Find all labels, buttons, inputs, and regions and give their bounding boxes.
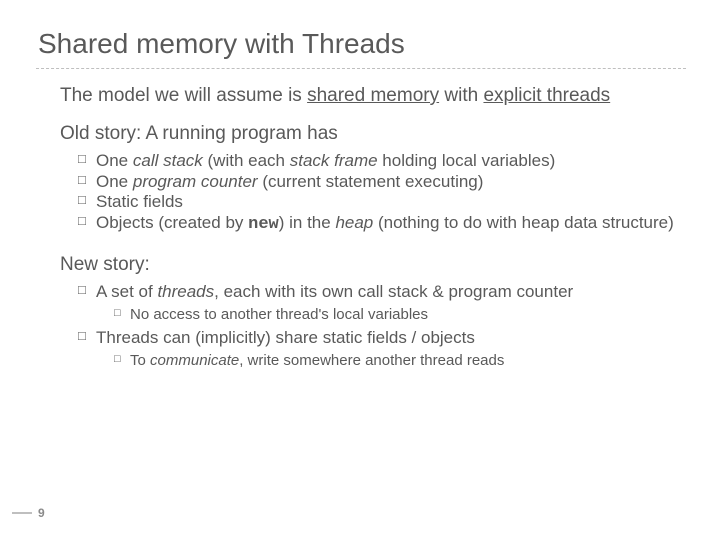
footer-bar-icon [12,512,32,514]
text: Threads can (implicitly) share static fi… [96,328,475,347]
italic-text: threads [157,282,214,301]
underlined-text: shared memory [307,85,439,106]
text: One [96,151,133,170]
text: One [96,172,133,191]
text: ) in the [279,213,336,232]
sub-list-item: To communicate, write somewhere another … [114,351,682,371]
code-text: new [248,215,279,234]
text: (with each [203,151,290,170]
text: holding local variables) [378,151,556,170]
list-item: A set of threads, each with its own call… [78,282,682,324]
italic-text: communicate [150,352,239,369]
text: A set of [96,282,157,301]
list-item: Objects (created by new) in the heap (no… [78,213,682,236]
text: The model we will assume is [60,85,307,106]
list-item: Threads can (implicitly) share static fi… [78,328,682,370]
sub-list-item: No access to another thread's local vari… [114,305,682,325]
footer: 9 [12,506,45,520]
text: , write somewhere another thread reads [239,352,504,369]
old-story-list: One call stack (with each stack frame ho… [60,151,682,236]
old-story-heading: Old story: A running program has [60,123,682,145]
intro-paragraph: The model we will assume is shared memor… [60,85,682,107]
slide-title: Shared memory with Threads [38,28,682,60]
new-story-heading: New story: [60,254,682,276]
text: Static fields [96,192,183,211]
italic-text: stack frame [290,151,378,170]
list-item: One program counter (current statement e… [78,172,682,193]
new-story-list: A set of threads, each with its own call… [60,282,682,370]
text: To [130,352,150,369]
text: (nothing to do with heap data structure) [373,213,674,232]
divider [36,68,686,69]
italic-text: program counter [133,172,258,191]
italic-text: heap [335,213,373,232]
underlined-text: explicit threads [483,85,610,106]
italic-text: call stack [133,151,203,170]
text: , each with its own call stack & program… [214,282,573,301]
list-item: One call stack (with each stack frame ho… [78,151,682,172]
text: No access to another thread's local vari… [130,306,428,323]
slide-body: The model we will assume is shared memor… [38,85,682,370]
sub-list: No access to another thread's local vari… [96,305,682,325]
text: with [439,85,483,106]
text: Objects (created by [96,213,248,232]
slide: Shared memory with Threads The model we … [0,0,720,370]
list-item: Static fields [78,192,682,213]
page-number: 9 [38,506,45,520]
text: (current statement executing) [258,172,484,191]
sub-list: To communicate, write somewhere another … [96,351,682,371]
